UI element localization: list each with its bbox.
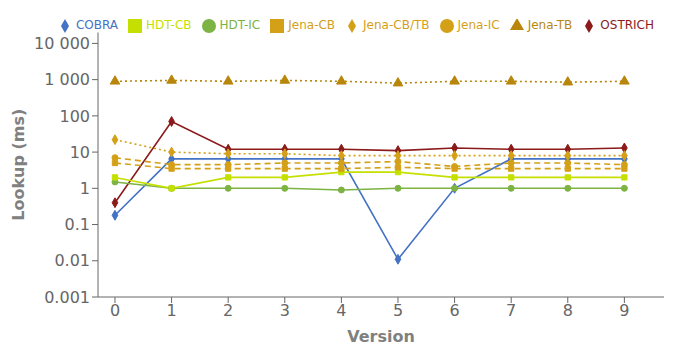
html-text:Jena-CB/TB: Jena-CB/TB	[363, 18, 430, 32]
html-text:HDT-IC: HDT-IC	[219, 18, 261, 32]
html-text:Jena-CB: Jena-CB	[288, 18, 336, 32]
svg-text:5: 5	[393, 301, 403, 320]
svg-text:0.001: 0.001	[44, 288, 90, 307]
html-text:HDT-CB: HDT-CB	[146, 18, 192, 32]
svg-text:10: 10	[70, 143, 90, 162]
svg-text:0.01: 0.01	[54, 251, 90, 270]
svg-text:8: 8	[563, 301, 573, 320]
svg-text:0.1: 0.1	[65, 215, 90, 234]
html-text:COBRA: COBRA	[75, 18, 119, 32]
svg-text:9: 9	[619, 301, 629, 320]
svg-text:1 000: 1 000	[44, 70, 90, 89]
html-text:Jena-TB: Jena-TB	[527, 18, 573, 32]
svg-text:2: 2	[223, 301, 233, 320]
svg-text:0: 0	[110, 301, 120, 320]
svg-text:4: 4	[336, 301, 346, 320]
svg-text:100: 100	[59, 107, 90, 126]
svg-text:Version: Version	[347, 327, 415, 346]
svg-text:3: 3	[280, 301, 290, 320]
html-text:Jena-IC: Jena-IC	[457, 18, 500, 32]
svg-text:Lookup (ms): Lookup (ms)	[9, 109, 28, 221]
html-text:OSTRICH: OSTRICH	[600, 18, 654, 32]
svg-text:6: 6	[449, 301, 459, 320]
svg-text:10 000: 10 000	[34, 34, 90, 53]
svg-text:1: 1	[166, 301, 176, 320]
svg-text:7: 7	[506, 301, 516, 320]
svg-text:1: 1	[80, 179, 90, 198]
